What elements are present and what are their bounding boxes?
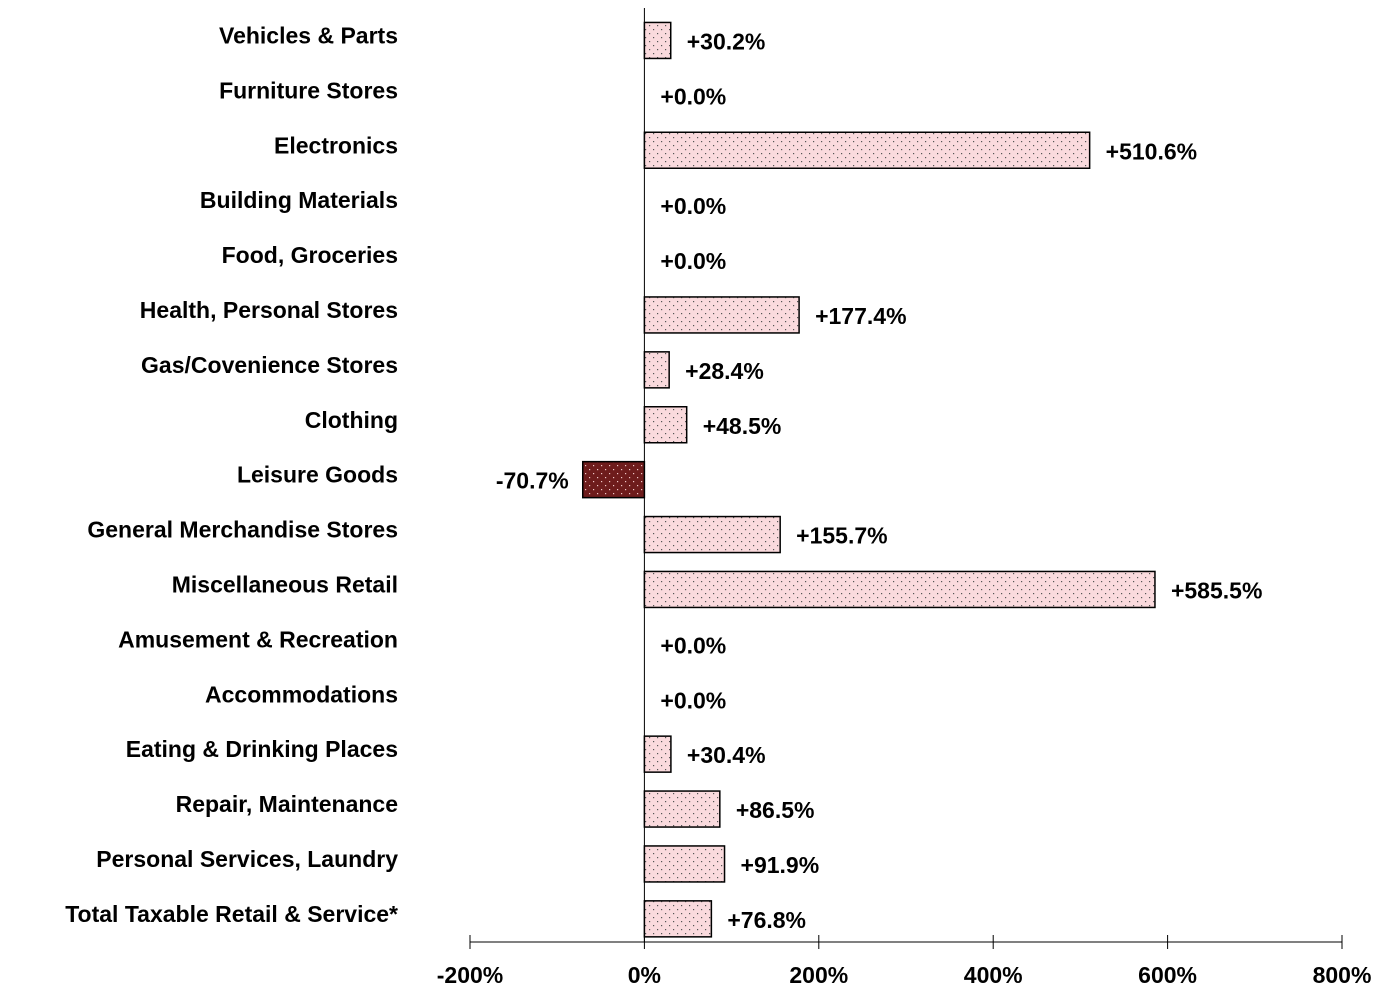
value-label: +177.4% (815, 303, 906, 329)
x-tick-label: 600% (1138, 962, 1197, 988)
value-label: +30.4% (687, 742, 766, 768)
value-label: +0.0% (660, 632, 726, 658)
value-label: +0.0% (660, 83, 726, 109)
y-tick-label: Gas/Covenience Stores (141, 352, 398, 378)
value-label: +0.0% (660, 193, 726, 219)
y-tick-label: Miscellaneous Retail (172, 572, 398, 598)
y-tick-label: Vehicles & Parts (219, 23, 398, 49)
y-tick-label: Leisure Goods (237, 462, 398, 488)
value-label: +510.6% (1106, 138, 1197, 164)
y-tick-label: Amusement & Recreation (118, 626, 398, 652)
value-label: +86.5% (736, 797, 815, 823)
x-tick-label: 200% (789, 962, 848, 988)
value-label: +30.2% (687, 29, 766, 55)
y-tick-label: Repair, Maintenance (176, 791, 398, 817)
value-label: -70.7% (496, 468, 569, 494)
bar (643, 351, 670, 389)
bar (643, 735, 672, 773)
y-tick-label: Building Materials (200, 187, 398, 213)
bar (643, 900, 713, 938)
value-label: +155.7% (796, 523, 887, 549)
value-label: +0.0% (660, 687, 726, 713)
x-tick-label: 800% (1313, 962, 1372, 988)
value-label: +28.4% (685, 358, 764, 384)
y-tick-label: Personal Services, Laundry (96, 846, 398, 872)
bar (643, 406, 688, 444)
y-tick-label: Accommodations (205, 681, 398, 707)
x-tick-label: 0% (628, 962, 661, 988)
bar (643, 131, 1091, 169)
y-tick-label: Total Taxable Retail & Service* (65, 901, 398, 927)
x-tick-label: -200% (437, 962, 503, 988)
y-tick-label: Eating & Drinking Places (126, 736, 398, 762)
bar (643, 845, 726, 883)
x-tick-label: 400% (964, 962, 1023, 988)
bar (643, 570, 1156, 609)
y-tick-label: Electronics (274, 132, 398, 158)
bar (643, 21, 672, 60)
bar (643, 790, 721, 828)
y-tick-label: Clothing (305, 407, 398, 433)
y-tick-label: Food, Groceries (222, 242, 398, 268)
y-tick-label: Health, Personal Stores (140, 297, 398, 323)
value-label: +76.8% (727, 907, 806, 933)
value-label: +585.5% (1171, 578, 1262, 604)
bar (643, 515, 781, 554)
y-tick-label: Furniture Stores (219, 77, 398, 103)
bar (581, 460, 646, 499)
value-label: +91.9% (741, 852, 820, 878)
bar (643, 296, 800, 334)
value-label: +0.0% (660, 248, 726, 274)
y-tick-label: General Merchandise Stores (87, 517, 398, 543)
value-label: +48.5% (703, 413, 782, 439)
